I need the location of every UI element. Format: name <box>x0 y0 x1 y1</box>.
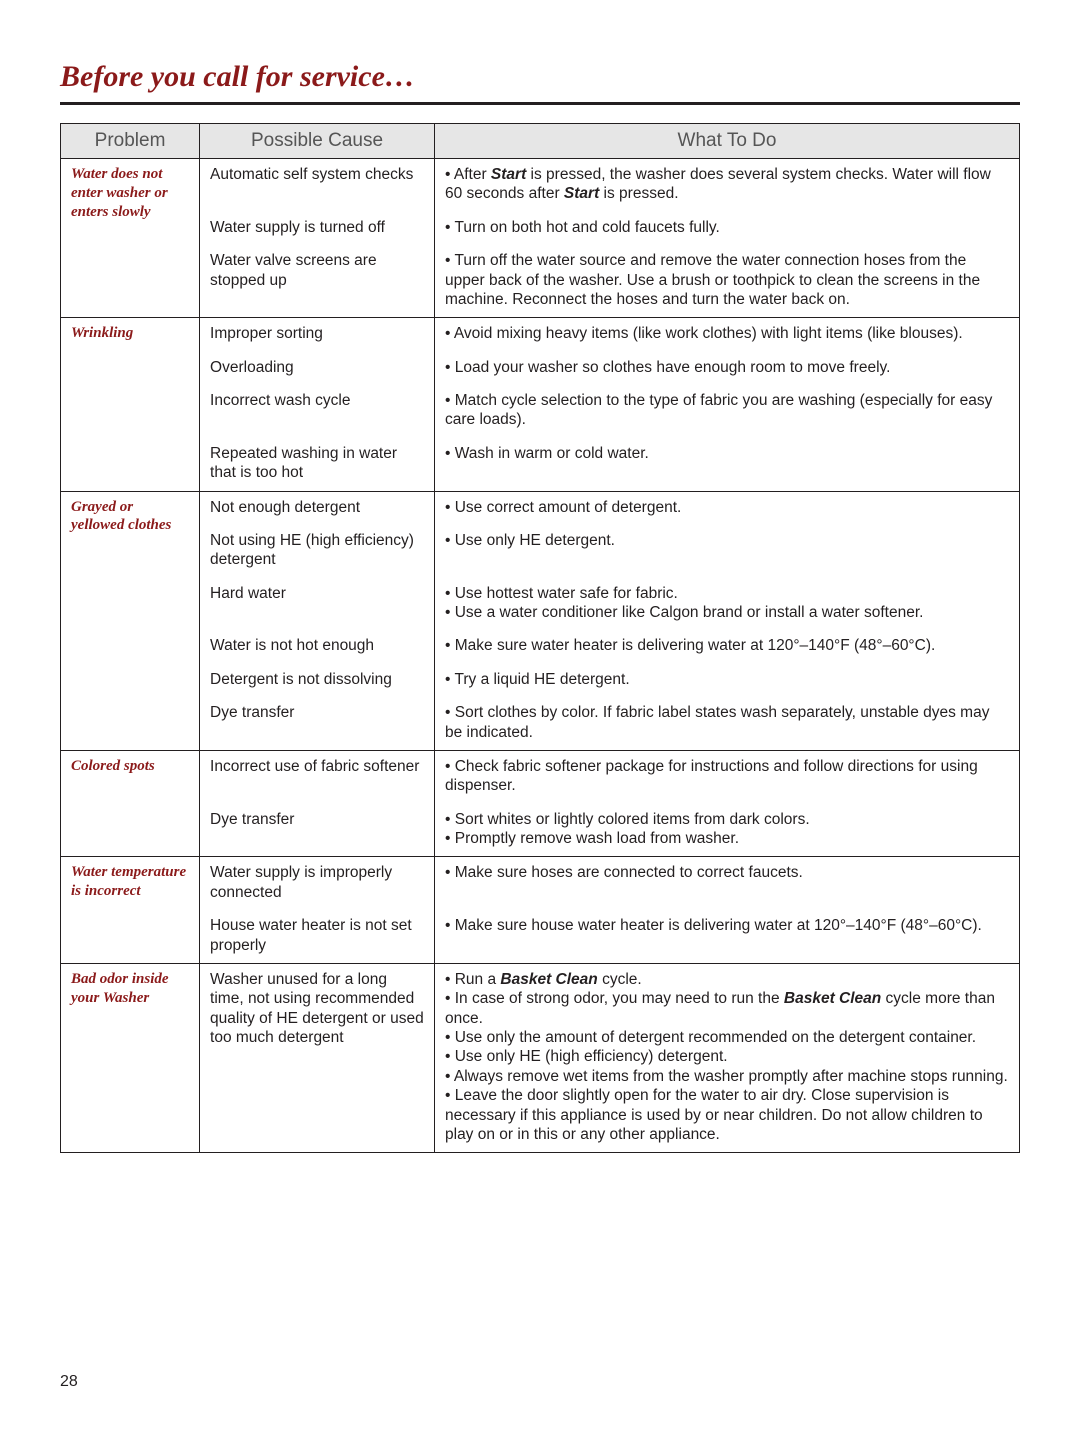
todo-cell: • Load your washer so clothes have enoug… <box>435 352 1020 385</box>
cause-cell: Detergent is not dissolving <box>200 664 435 697</box>
page-number: 28 <box>60 1373 1020 1391</box>
cause-cell: Hard water <box>200 578 435 631</box>
cause-cell: Water supply is turned off <box>200 212 435 245</box>
table-header-row: Problem Possible Cause What To Do <box>61 124 1020 159</box>
title-rule <box>60 102 1020 105</box>
col-problem: Problem <box>61 124 200 159</box>
cause-cell: House water heater is not set properly <box>200 910 435 963</box>
cause-cell: Not enough detergent <box>200 491 435 525</box>
todo-cell: • After Start is pressed, the washer doe… <box>435 159 1020 212</box>
col-todo: What To Do <box>435 124 1020 159</box>
problem-label: Bad odor inside your Washer <box>61 963 200 1152</box>
problem-label: Water does not enter washer or enters sl… <box>61 159 200 318</box>
table-row: Water valve screens are stopped up • Tur… <box>61 245 1020 318</box>
table-row: Not using HE (high efficiency) detergent… <box>61 525 1020 578</box>
cause-cell: Improper sorting <box>200 318 435 352</box>
cause-cell: Water valve screens are stopped up <box>200 245 435 318</box>
problem-label: Water temperature is incorrect <box>61 857 200 964</box>
todo-cell: • Use correct amount of detergent. <box>435 491 1020 525</box>
todo-cell: • Make sure hoses are connected to corre… <box>435 857 1020 910</box>
todo-cell: • Wash in warm or cold water. <box>435 438 1020 491</box>
todo-cell: • Make sure water heater is delivering w… <box>435 630 1020 663</box>
todo-cell: • Match cycle selection to the type of f… <box>435 385 1020 438</box>
table-row: Hard water • Use hottest water safe for … <box>61 578 1020 631</box>
table-row: Water does not enter washer or enters sl… <box>61 159 1020 212</box>
todo-cell: • Try a liquid HE detergent. <box>435 664 1020 697</box>
todo-cell: • Check fabric softener package for inst… <box>435 750 1020 803</box>
cause-cell: Water supply is improperly connected <box>200 857 435 910</box>
todo-cell: • Use only HE detergent. <box>435 525 1020 578</box>
todo-cell: • Turn on both hot and cold faucets full… <box>435 212 1020 245</box>
table-row: Bad odor inside your Washer Washer unuse… <box>61 963 1020 1152</box>
todo-cell: • Use hottest water safe for fabric. • U… <box>435 578 1020 631</box>
table-row: House water heater is not set properly •… <box>61 910 1020 963</box>
col-cause: Possible Cause <box>200 124 435 159</box>
cause-cell: Not using HE (high efficiency) detergent <box>200 525 435 578</box>
cause-cell: Repeated washing in water that is too ho… <box>200 438 435 491</box>
table-row: Wrinkling Improper sorting • Avoid mixin… <box>61 318 1020 352</box>
table-row: Grayed or yellowed clothes Not enough de… <box>61 491 1020 525</box>
todo-cell: • Avoid mixing heavy items (like work cl… <box>435 318 1020 352</box>
table-row: Incorrect wash cycle • Match cycle selec… <box>61 385 1020 438</box>
table-row: Water temperature is incorrect Water sup… <box>61 857 1020 910</box>
cause-cell: Dye transfer <box>200 804 435 857</box>
table-row: Dye transfer • Sort clothes by color. If… <box>61 697 1020 750</box>
troubleshooting-table: Problem Possible Cause What To Do Water … <box>60 123 1020 1153</box>
table-row: Colored spots Incorrect use of fabric so… <box>61 750 1020 803</box>
cause-cell: Automatic self system checks <box>200 159 435 212</box>
cause-cell: Washer unused for a long time, not using… <box>200 963 435 1152</box>
table-row: Water is not hot enough • Make sure wate… <box>61 630 1020 663</box>
cause-cell: Overloading <box>200 352 435 385</box>
table-row: Overloading • Load your washer so clothe… <box>61 352 1020 385</box>
todo-cell: • Turn off the water source and remove t… <box>435 245 1020 318</box>
todo-cell: • Sort clothes by color. If fabric label… <box>435 697 1020 750</box>
cause-cell: Water is not hot enough <box>200 630 435 663</box>
page-title: Before you call for service… <box>60 60 1020 94</box>
table-row: Detergent is not dissolving • Try a liqu… <box>61 664 1020 697</box>
cause-cell: Dye transfer <box>200 697 435 750</box>
problem-label: Colored spots <box>61 750 200 857</box>
problem-label: Wrinkling <box>61 318 200 491</box>
manual-page: Before you call for service… Problem Pos… <box>0 0 1080 1431</box>
table-row: Water supply is turned off • Turn on bot… <box>61 212 1020 245</box>
table-row: Dye transfer • Sort whites or lightly co… <box>61 804 1020 857</box>
todo-cell: • Sort whites or lightly colored items f… <box>435 804 1020 857</box>
cause-cell: Incorrect wash cycle <box>200 385 435 438</box>
table-row: Repeated washing in water that is too ho… <box>61 438 1020 491</box>
cause-cell: Incorrect use of fabric softener <box>200 750 435 803</box>
problem-label: Grayed or yellowed clothes <box>61 491 200 750</box>
todo-cell: • Run a Basket Clean cycle. • In case of… <box>435 963 1020 1152</box>
todo-cell: • Make sure house water heater is delive… <box>435 910 1020 963</box>
